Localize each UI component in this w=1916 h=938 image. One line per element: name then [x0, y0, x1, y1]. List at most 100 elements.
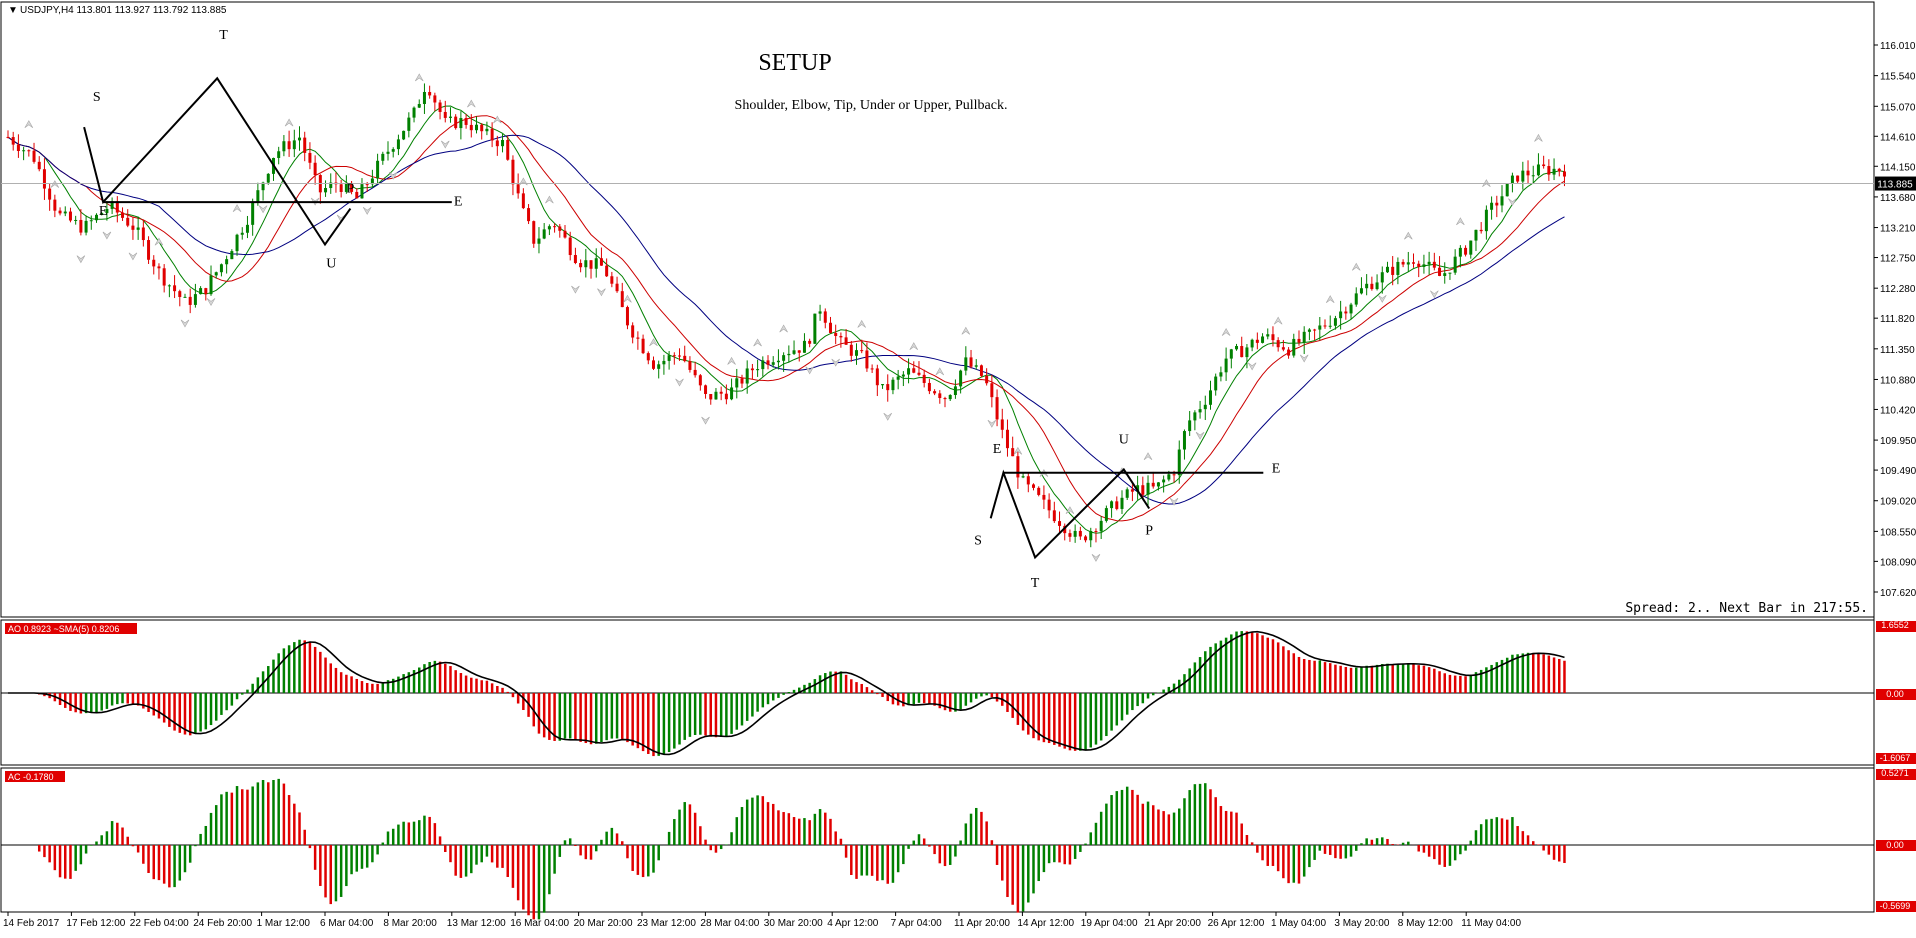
- candle-body: [1375, 282, 1379, 290]
- candle-body: [1162, 479, 1166, 483]
- y-tick-label: 111.350: [1880, 345, 1915, 356]
- candle-body: [553, 226, 557, 228]
- candle-body: [969, 357, 973, 367]
- candle-body: [1250, 339, 1254, 348]
- candle-body: [1094, 530, 1098, 532]
- candle-body: [558, 226, 562, 231]
- x-tick-label: 1 Mar 12:00: [257, 918, 311, 929]
- candle-body: [1469, 240, 1473, 255]
- candle-body: [225, 259, 229, 265]
- y-tick-label: 114.150: [1880, 162, 1916, 173]
- candle-body: [948, 395, 952, 400]
- candle-body: [1182, 431, 1186, 450]
- fractal-down-icon: [1247, 362, 1257, 371]
- candle-body: [1479, 229, 1483, 232]
- candle-body: [1432, 261, 1436, 268]
- candle-body: [235, 234, 239, 252]
- candle-body: [927, 382, 931, 392]
- candle-body: [1136, 485, 1140, 492]
- pattern2-zigzag: [989, 467, 1151, 560]
- pattern2-label: T: [1031, 576, 1040, 591]
- candle-body: [808, 340, 812, 344]
- candle-body: [266, 173, 270, 183]
- candle-body: [1339, 311, 1343, 319]
- fractal-down-icon: [1091, 554, 1101, 562]
- pattern1-label: P: [346, 181, 354, 196]
- candle-body: [1188, 420, 1192, 432]
- candle-body: [11, 137, 15, 145]
- candle-body: [589, 260, 593, 269]
- candle-body: [631, 325, 635, 338]
- candle-body: [277, 151, 281, 158]
- candle-body: [58, 210, 62, 214]
- candle-body: [891, 379, 895, 391]
- candle-body: [568, 237, 572, 256]
- candle-body: [485, 128, 489, 132]
- fractal-down-icon: [441, 140, 450, 149]
- candle-body: [1266, 334, 1270, 337]
- fractal-up-icon: [1534, 133, 1543, 142]
- candle-body: [922, 374, 926, 383]
- ao-zero-value: 0.00: [1886, 689, 1904, 699]
- candle-body: [964, 357, 968, 371]
- candle-body: [199, 288, 203, 295]
- candle-body: [516, 184, 520, 194]
- candle-body: [959, 370, 963, 387]
- x-tick-label: 8 Mar 20:00: [383, 918, 437, 929]
- candle-body: [308, 152, 312, 163]
- candle-body: [100, 213, 104, 215]
- candle-body: [579, 262, 583, 268]
- candle-body: [251, 202, 255, 225]
- candle-body: [542, 229, 546, 239]
- ao-zero-badge: [1876, 689, 1916, 700]
- ao-top-badge: [1876, 621, 1916, 632]
- candle-body: [1219, 372, 1223, 377]
- fractal-down-icon: [805, 366, 814, 375]
- current-price-badge: [1875, 176, 1916, 191]
- candle-body: [1261, 336, 1265, 343]
- candle-body: [1547, 166, 1551, 175]
- pattern1-label: E: [454, 194, 463, 209]
- x-tick-label: 30 Mar 20:00: [764, 918, 823, 929]
- fractal-up-icon: [649, 338, 658, 347]
- candle-body: [1412, 262, 1416, 264]
- candle-body: [1177, 449, 1181, 476]
- candle-body: [1307, 329, 1311, 332]
- candle-body: [1562, 171, 1566, 177]
- candle-body: [995, 397, 999, 420]
- candle-body: [126, 217, 130, 226]
- candle-body: [1484, 209, 1488, 232]
- candle-body: [1474, 229, 1478, 241]
- candle-body: [594, 258, 598, 269]
- candle-body: [63, 211, 67, 214]
- fractal-up-icon: [1456, 217, 1465, 226]
- fractal-up-icon: [493, 115, 502, 124]
- candle-body: [1557, 168, 1561, 172]
- x-tick-label: 19 Apr 04:00: [1081, 918, 1138, 929]
- candle-body: [1349, 304, 1353, 314]
- candle-body: [896, 376, 900, 380]
- fractal-down-icon: [1195, 431, 1205, 440]
- candle-body: [94, 214, 98, 221]
- candle-body: [802, 340, 806, 353]
- pattern2-label: U: [1119, 432, 1129, 447]
- x-tick-label: 13 Mar 12:00: [447, 918, 506, 929]
- candle-body: [1245, 347, 1249, 358]
- y-tick-label: 113.210: [1880, 224, 1916, 235]
- y-tick-label: 113.680: [1880, 193, 1916, 204]
- fractal-down-icon: [102, 231, 112, 240]
- candle-body: [860, 350, 864, 352]
- candle-body: [370, 178, 374, 185]
- candle-body: [1203, 404, 1207, 410]
- ma-slow-line: [7, 134, 1565, 505]
- candle-body: [740, 378, 744, 384]
- candle-body: [1089, 530, 1093, 541]
- candle-body: [1005, 429, 1009, 449]
- candle-body: [204, 288, 208, 295]
- x-tick-label: 6 Mar 04:00: [320, 918, 374, 929]
- candle-body: [714, 391, 718, 400]
- chart-header-arrow[interactable]: ▼: [8, 5, 18, 16]
- candle-body: [881, 384, 885, 386]
